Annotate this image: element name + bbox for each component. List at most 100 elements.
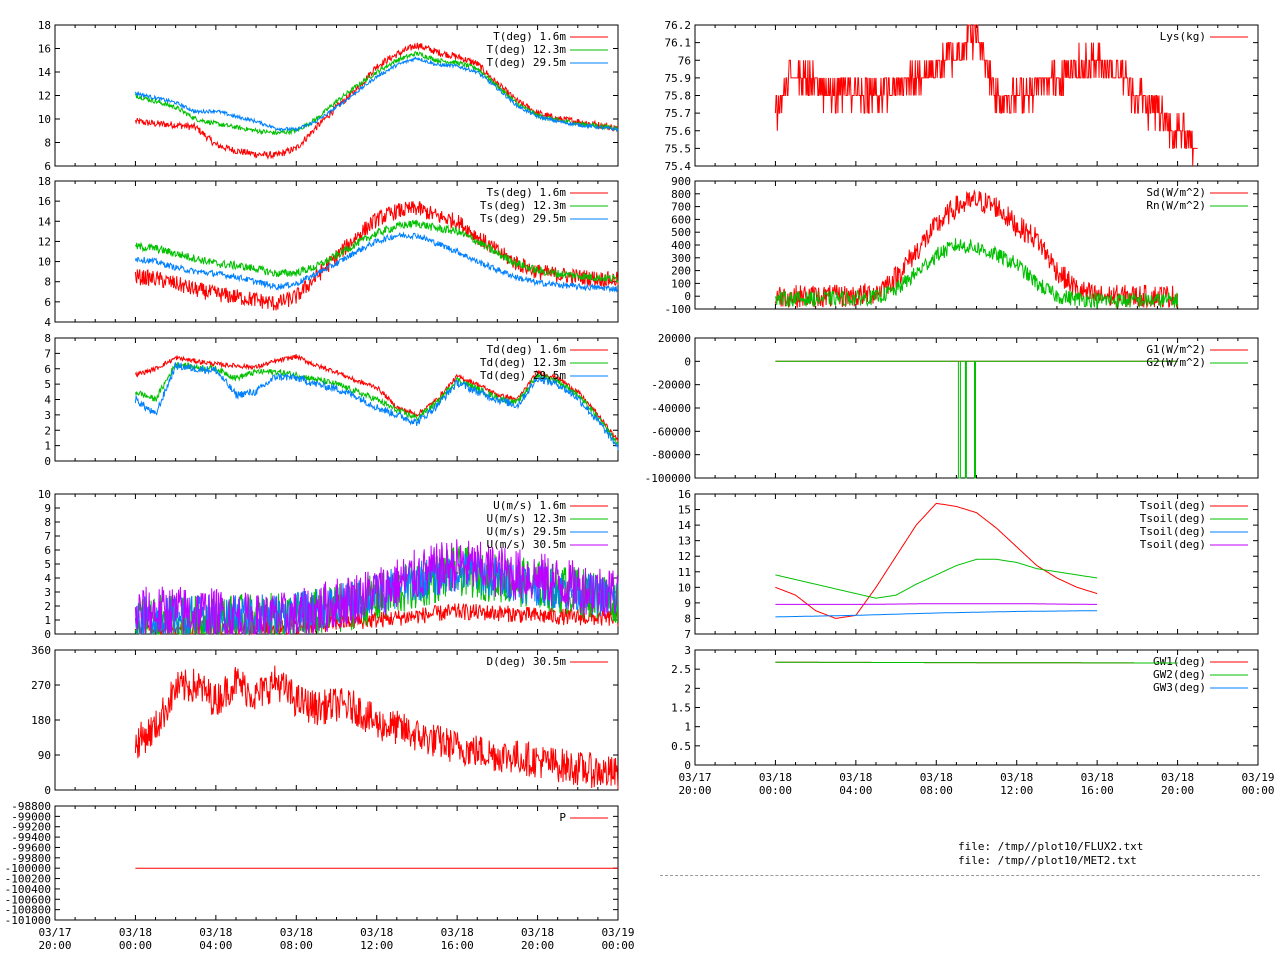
ytick-label-Lys: 75.5 <box>665 142 692 155</box>
ytick-label-U: 7 <box>44 530 51 543</box>
ytick-label-Ts: 18 <box>38 175 51 188</box>
xtick-time-label: 20:00 <box>521 939 554 952</box>
legend-label-Tsoil: Tsoil(deg) <box>1140 512 1206 525</box>
legend-label-T: T(deg) 29.5m <box>487 56 567 69</box>
ytick-label-G: 0 <box>684 355 691 368</box>
ytick-label-Ts: 4 <box>44 316 51 329</box>
ytick-label-Ts: 16 <box>38 195 51 208</box>
xtick-time-label: 20:00 <box>1161 784 1194 797</box>
ytick-label-Rad: 400 <box>671 239 691 252</box>
ytick-label-Rad: 600 <box>671 213 691 226</box>
series-line-U-3 <box>134 539 619 635</box>
dashed-separator <box>660 875 1260 876</box>
ytick-label-GW: 0 <box>684 759 691 772</box>
file-label-flux: file: /tmp//plot10/FLUX2.txt <box>958 840 1144 853</box>
ytick-label-Rad: 100 <box>671 277 691 290</box>
series-line-Rad-0 <box>774 189 1179 309</box>
ytick-label-U: 6 <box>44 544 51 557</box>
xtick-date-label: 03/18 <box>920 771 953 784</box>
legend-label-U: U(m/s) 29.5m <box>487 525 567 538</box>
xtick-date-label: 03/18 <box>280 926 313 939</box>
ytick-label-Ts: 12 <box>38 235 51 248</box>
ytick-label-T: 6 <box>44 160 51 173</box>
series-line-Tsoil-1 <box>775 558 1098 599</box>
legend-label-Td: Td(deg) 1.6m <box>487 343 567 356</box>
ytick-label-Lys: 75.7 <box>665 107 692 120</box>
xtick-date-label: 03/18 <box>839 771 872 784</box>
xtick-time-label: 20:00 <box>678 784 711 797</box>
ytick-label-Td: 8 <box>44 332 51 345</box>
ytick-label-P: -98800 <box>11 800 51 813</box>
xtick-date-label: 03/19 <box>601 926 634 939</box>
xtick-date-label: 03/18 <box>759 771 792 784</box>
ytick-label-T: 14 <box>38 66 52 79</box>
ytick-label-P: -100800 <box>5 904 51 917</box>
ytick-label-U: 5 <box>44 558 51 571</box>
ytick-label-U: 10 <box>38 488 51 501</box>
ytick-label-D: 360 <box>31 644 51 657</box>
ytick-label-Td: 3 <box>44 409 51 422</box>
legend-label-Td: Td(deg) 29.5m <box>480 369 566 382</box>
legend-label-Ts: Ts(deg) 1.6m <box>487 186 567 199</box>
ytick-label-Rad: 200 <box>671 265 691 278</box>
xtick-time-label: 20:00 <box>38 939 71 952</box>
ytick-label-GW: 1 <box>684 721 691 734</box>
legend-label-G: G2(W/m^2) <box>1146 356 1206 369</box>
legend-label-P: P <box>559 811 566 824</box>
ytick-label-Tsoil: 13 <box>678 535 691 548</box>
ytick-label-Td: 4 <box>44 394 51 407</box>
legend-label-GW: GW2(deg) <box>1153 668 1206 681</box>
ytick-label-Td: 5 <box>44 378 51 391</box>
ytick-label-D: 90 <box>38 749 51 762</box>
legend-label-U: U(m/s) 30.5m <box>487 538 567 551</box>
ytick-label-Tsoil: 16 <box>678 488 691 501</box>
xtick-time-label: 00:00 <box>601 939 634 952</box>
ytick-label-Tsoil: 12 <box>678 550 691 563</box>
ytick-label-P: -100000 <box>5 862 51 875</box>
ytick-label-U: 3 <box>44 586 51 599</box>
xtick-date-label: 03/18 <box>360 926 393 939</box>
xtick-date-label: 03/17 <box>678 771 711 784</box>
legend-label-Tsoil: Tsoil(deg) <box>1140 538 1206 551</box>
plot-frame-P <box>54 805 619 921</box>
ytick-label-Rad: 300 <box>671 252 691 265</box>
ytick-label-Lys: 76 <box>678 54 691 67</box>
ytick-label-Tsoil: 8 <box>684 612 691 625</box>
xtick-date-label: 03/18 <box>199 926 232 939</box>
legend-label-Lys: Lys(kg) <box>1160 30 1206 43</box>
ytick-label-Td: 1 <box>44 440 51 453</box>
ytick-label-U: 1 <box>44 614 51 627</box>
ytick-label-G: -60000 <box>651 425 691 438</box>
xtick-time-label: 12:00 <box>360 939 393 952</box>
ytick-label-Tsoil: 9 <box>684 597 691 610</box>
xtick-time-label: 16:00 <box>1081 784 1114 797</box>
ytick-label-GW: 3 <box>684 644 691 657</box>
legend-label-G: G1(W/m^2) <box>1146 343 1206 356</box>
ytick-label-Ts: 10 <box>38 256 51 269</box>
ytick-label-U: 0 <box>44 628 51 641</box>
series-line-Td-0 <box>134 354 619 442</box>
xtick-date-label: 03/18 <box>1000 771 1033 784</box>
xtick-time-label: 08:00 <box>280 939 313 952</box>
ytick-label-G: -40000 <box>651 402 691 415</box>
legend-label-Tsoil: Tsoil(deg) <box>1140 525 1206 538</box>
ytick-label-Rad: 800 <box>671 188 691 201</box>
series-line-Lys-0 <box>774 24 1198 167</box>
ytick-label-Rad: -100 <box>665 303 692 316</box>
xtick-date-label: 03/18 <box>119 926 152 939</box>
legend-label-Td: Td(deg) 12.3m <box>480 356 566 369</box>
ytick-label-GW: 2.5 <box>671 663 691 676</box>
ytick-label-U: 8 <box>44 516 51 529</box>
series-line-Rad-1 <box>774 238 1179 309</box>
series-line-Ts-1 <box>134 219 619 283</box>
ytick-label-Tsoil: 11 <box>678 566 691 579</box>
ytick-label-T: 12 <box>38 90 51 103</box>
ytick-label-Ts: 14 <box>38 215 52 228</box>
ytick-label-Lys: 75.9 <box>665 72 692 85</box>
legend-label-T: T(deg) 12.3m <box>487 43 567 56</box>
xtick-time-label: 04:00 <box>199 939 232 952</box>
ytick-label-Td: 0 <box>44 455 51 468</box>
xtick-time-label: 00:00 <box>759 784 792 797</box>
file-info: file: /tmp//plot10/FLUX2.txt file: /tmp/… <box>958 840 1143 868</box>
ytick-label-Rad: 0 <box>684 290 691 303</box>
